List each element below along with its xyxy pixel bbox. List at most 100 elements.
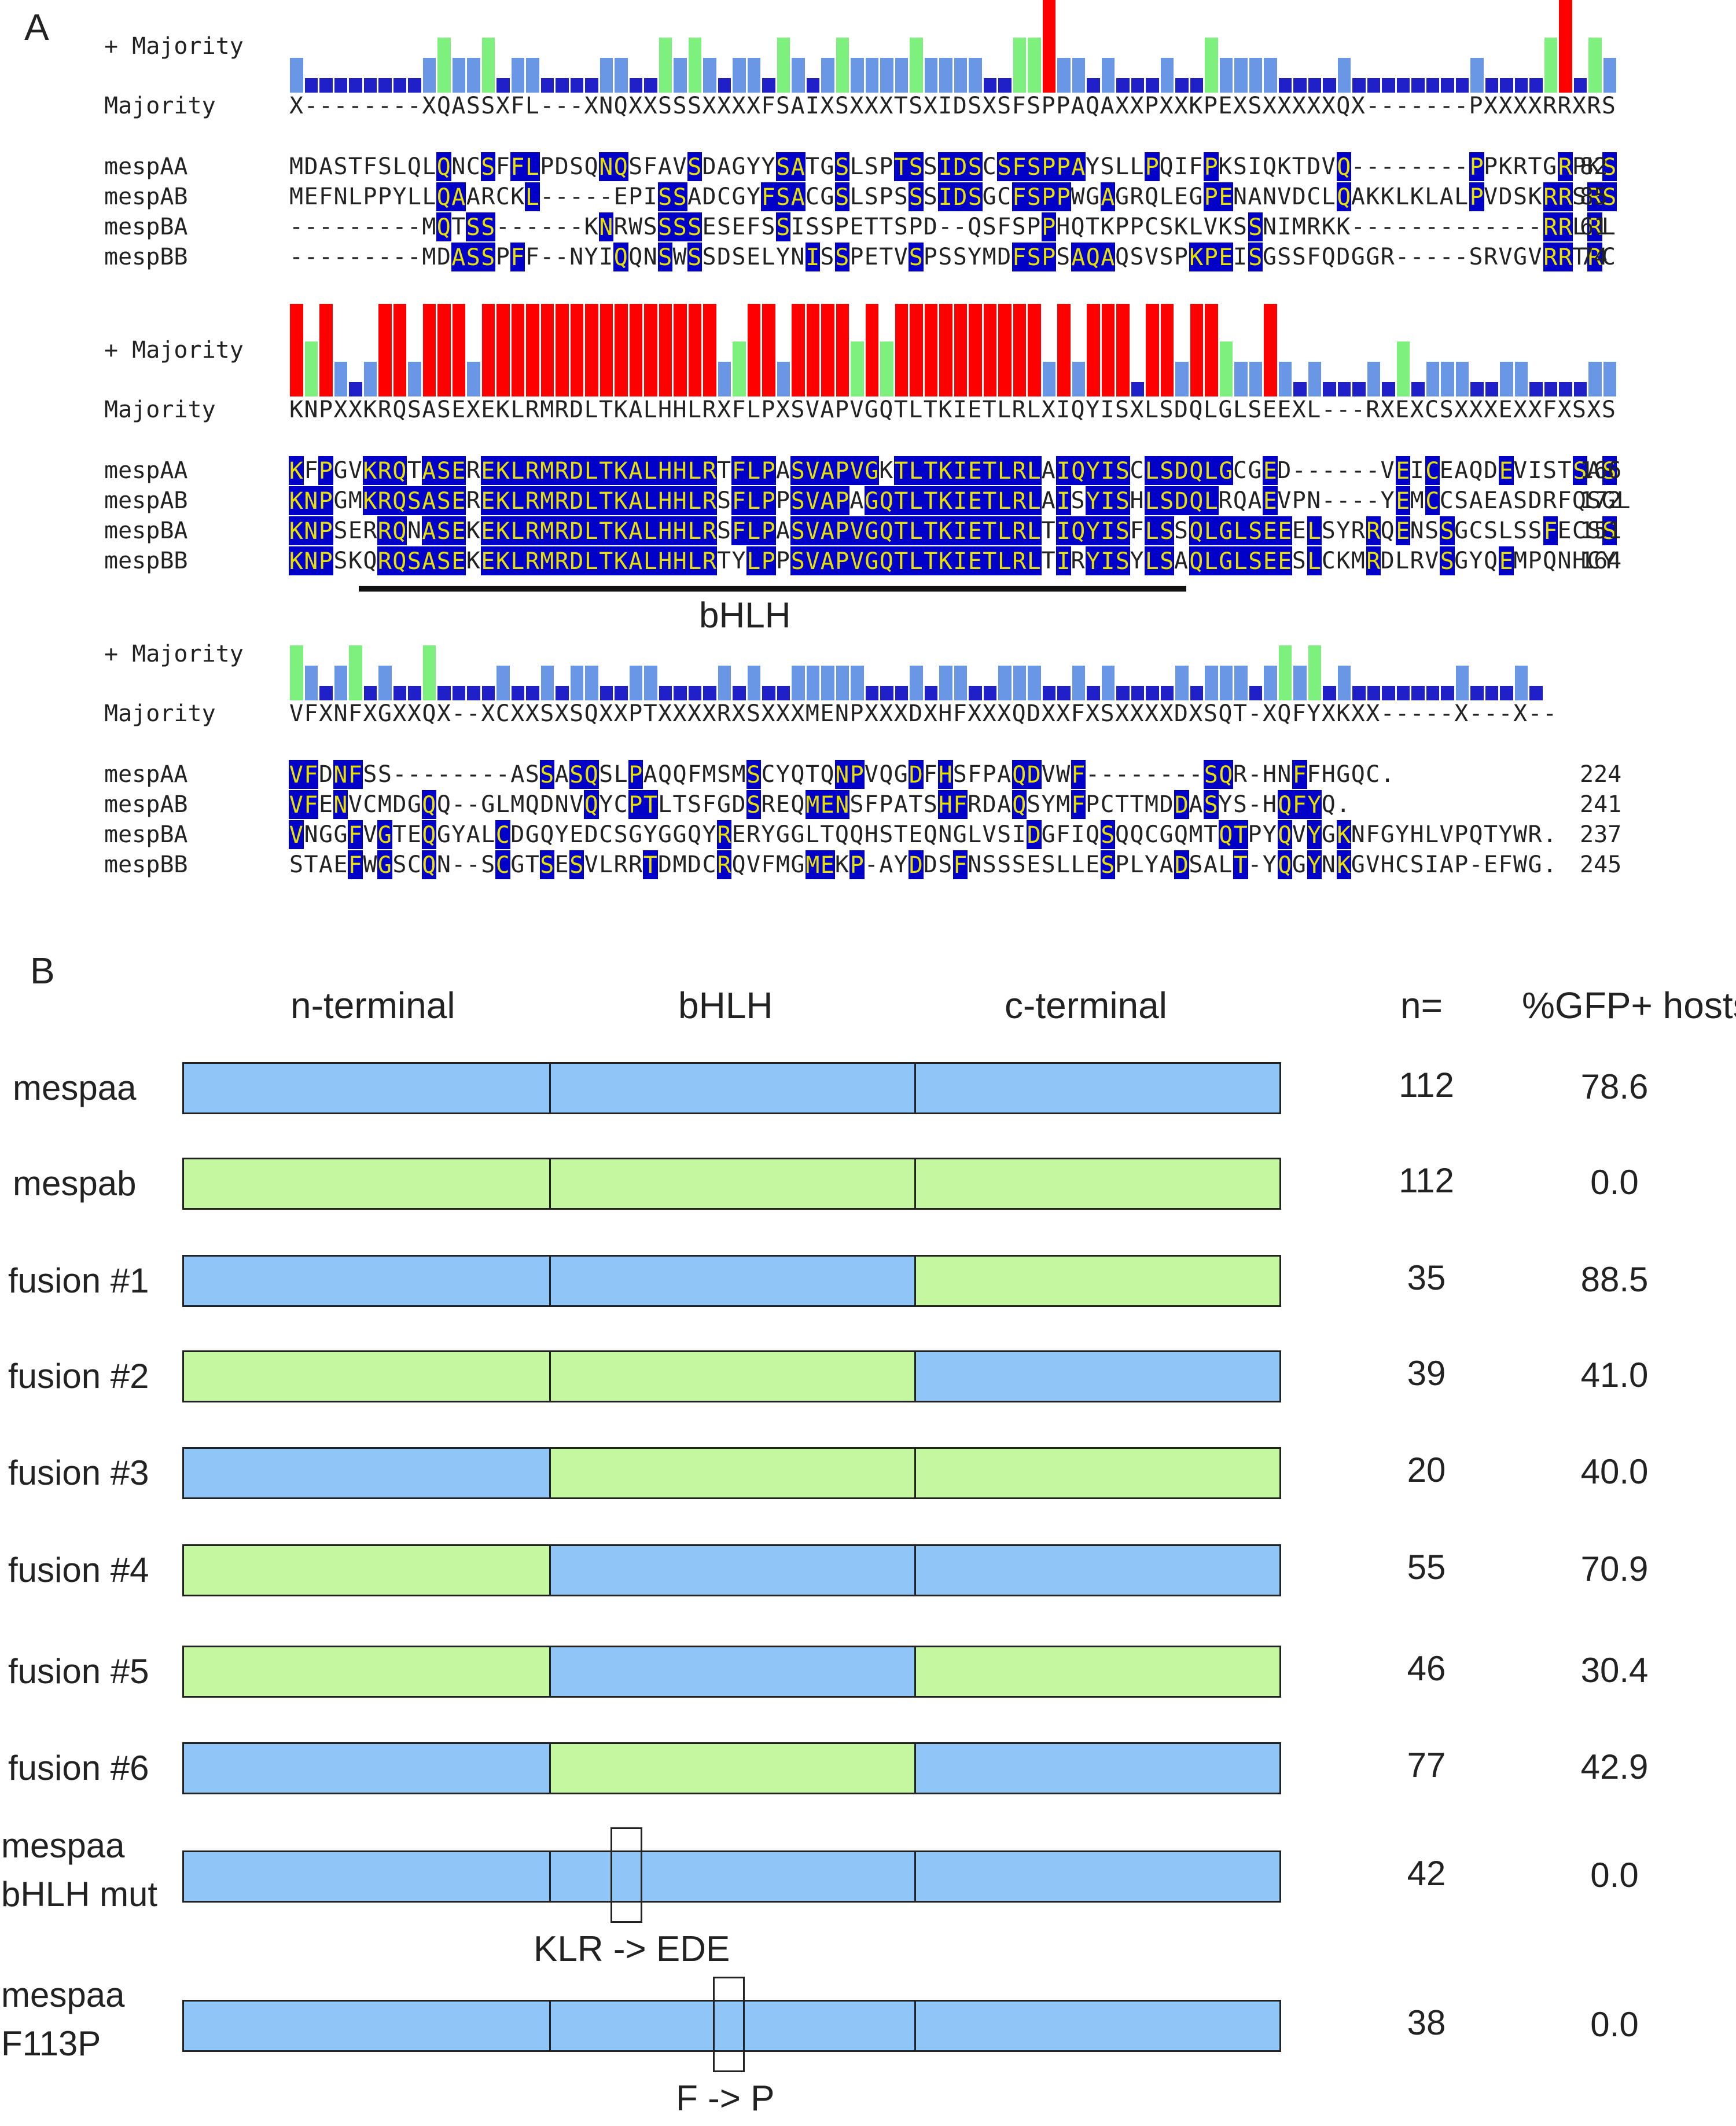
conserved-residue: V <box>805 456 820 485</box>
conserved-residue: R <box>525 456 540 485</box>
conserved-residue: N <box>333 790 348 819</box>
conserved-residue: D <box>909 760 924 789</box>
conserved-residue: I <box>952 546 968 575</box>
conserved-residue: L <box>746 456 761 485</box>
conserved-residue: T <box>598 516 613 545</box>
histogram-bar <box>437 38 451 93</box>
conserved-residue: K <box>289 486 304 515</box>
histogram-bar <box>924 58 937 93</box>
conserved-residue: Q <box>584 790 599 819</box>
sequence-name: mespBA <box>104 517 188 544</box>
conserved-residue: K <box>938 516 953 545</box>
conserved-residue: Q <box>613 243 628 271</box>
sequence-name: mespAB <box>104 487 188 514</box>
histogram-bar <box>806 666 819 700</box>
histogram-bar <box>437 304 451 396</box>
conserved-residue: L <box>909 486 924 515</box>
construct-n-value: 38 <box>1407 2003 1446 2042</box>
histogram-bar <box>1514 362 1528 396</box>
histogram-bar <box>422 304 436 396</box>
conserved-residue: Q <box>1012 760 1027 789</box>
n-terminal-segment <box>184 1352 549 1401</box>
histogram-bar <box>1278 645 1292 700</box>
n-terminal-segment <box>184 1744 549 1793</box>
histogram-bar <box>747 58 760 93</box>
c-terminal-segment <box>914 1744 1279 1793</box>
conserved-residue: I <box>1100 486 1115 515</box>
histogram-bar <box>540 304 554 396</box>
histogram-bar <box>851 666 864 700</box>
conserved-residue: S <box>480 212 495 241</box>
c-terminal-segment <box>914 1647 1279 1696</box>
conserved-residue: A <box>628 516 643 545</box>
conserved-residue: D <box>952 152 968 181</box>
histogram-bar <box>1278 362 1292 396</box>
conserved-residue: L <box>1145 516 1160 545</box>
histogram-bar <box>1013 666 1026 700</box>
histogram-bar <box>777 38 790 93</box>
histogram-bar <box>1588 38 1602 93</box>
histogram-bar <box>393 686 406 700</box>
histogram-bar <box>1175 362 1189 396</box>
conserved-residue: V <box>849 546 865 575</box>
sequence-name: mespBA <box>104 821 188 848</box>
histogram-bar <box>865 686 878 700</box>
histogram-bar <box>1500 78 1513 93</box>
conserved-residue: A <box>628 546 643 575</box>
n-terminal-segment <box>184 1647 549 1696</box>
conserved-residue: L <box>1204 516 1219 545</box>
conserved-residue: D <box>1027 820 1042 849</box>
histogram-bar <box>703 686 716 700</box>
conserved-residue: D <box>569 456 584 485</box>
conserved-residue: L <box>525 182 540 211</box>
conserved-residue: Q <box>392 486 407 515</box>
conserved-residue: T <box>1233 850 1248 879</box>
conserved-residue: L <box>997 546 1012 575</box>
histogram-bar <box>1544 38 1557 93</box>
histogram-bar <box>865 304 878 396</box>
histogram-bar <box>1249 686 1262 700</box>
conserved-residue: H <box>657 546 672 575</box>
construct-gfp-value: 0.0 <box>1590 2005 1639 2044</box>
bhlh-segment <box>549 2002 914 2050</box>
conserved-residue: A <box>820 486 835 515</box>
histogram-bar <box>1042 0 1055 93</box>
histogram-bar <box>733 58 746 93</box>
mutation-label: F -> P <box>676 2079 775 2118</box>
histogram-bar <box>1057 58 1071 93</box>
conserved-residue: V <box>849 516 865 545</box>
histogram-bar <box>777 686 790 700</box>
construct-n-value: 112 <box>1399 1066 1454 1104</box>
histogram-bar <box>1116 686 1130 700</box>
conserved-residue: S <box>790 546 806 575</box>
histogram-bar <box>1293 382 1307 396</box>
construct-n-value: 55 <box>1407 1548 1446 1587</box>
conserved-residue: T <box>923 516 938 545</box>
conserved-residue: L <box>1145 546 1160 575</box>
histogram-bar <box>1072 58 1085 93</box>
conserved-residue: G <box>864 516 879 545</box>
histogram-bar <box>467 686 480 700</box>
conserved-residue: S <box>775 152 790 181</box>
histogram-bar <box>570 78 583 93</box>
majority-histogram <box>289 608 1558 700</box>
histogram-bar <box>304 342 318 396</box>
conserved-residue: S <box>569 850 584 879</box>
conserved-residue: F <box>348 820 363 849</box>
conserved-residue: D <box>569 516 584 545</box>
conserved-residue: H <box>938 790 953 819</box>
conserved-residue: L <box>510 456 525 485</box>
conserved-residue: Q <box>1189 456 1204 485</box>
conserved-residue: E <box>1263 486 1278 515</box>
n-terminal-segment <box>184 2002 549 2050</box>
conserved-residue: I <box>938 182 953 211</box>
conserved-residue: S <box>1248 516 1263 545</box>
conserved-residue: T <box>982 516 997 545</box>
conserved-residue: C <box>495 850 510 879</box>
conserved-residue: A <box>820 456 835 485</box>
conserved-residue: H <box>938 760 953 789</box>
conserved-residue: E <box>1277 516 1292 545</box>
conserved-residue: A <box>421 516 436 545</box>
conserved-residue: R <box>1558 243 1573 271</box>
histogram-bar <box>393 78 406 93</box>
